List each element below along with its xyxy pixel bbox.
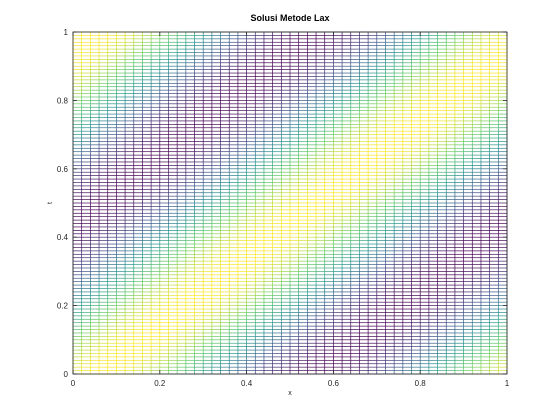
mesh-surface: [72, 31, 508, 375]
